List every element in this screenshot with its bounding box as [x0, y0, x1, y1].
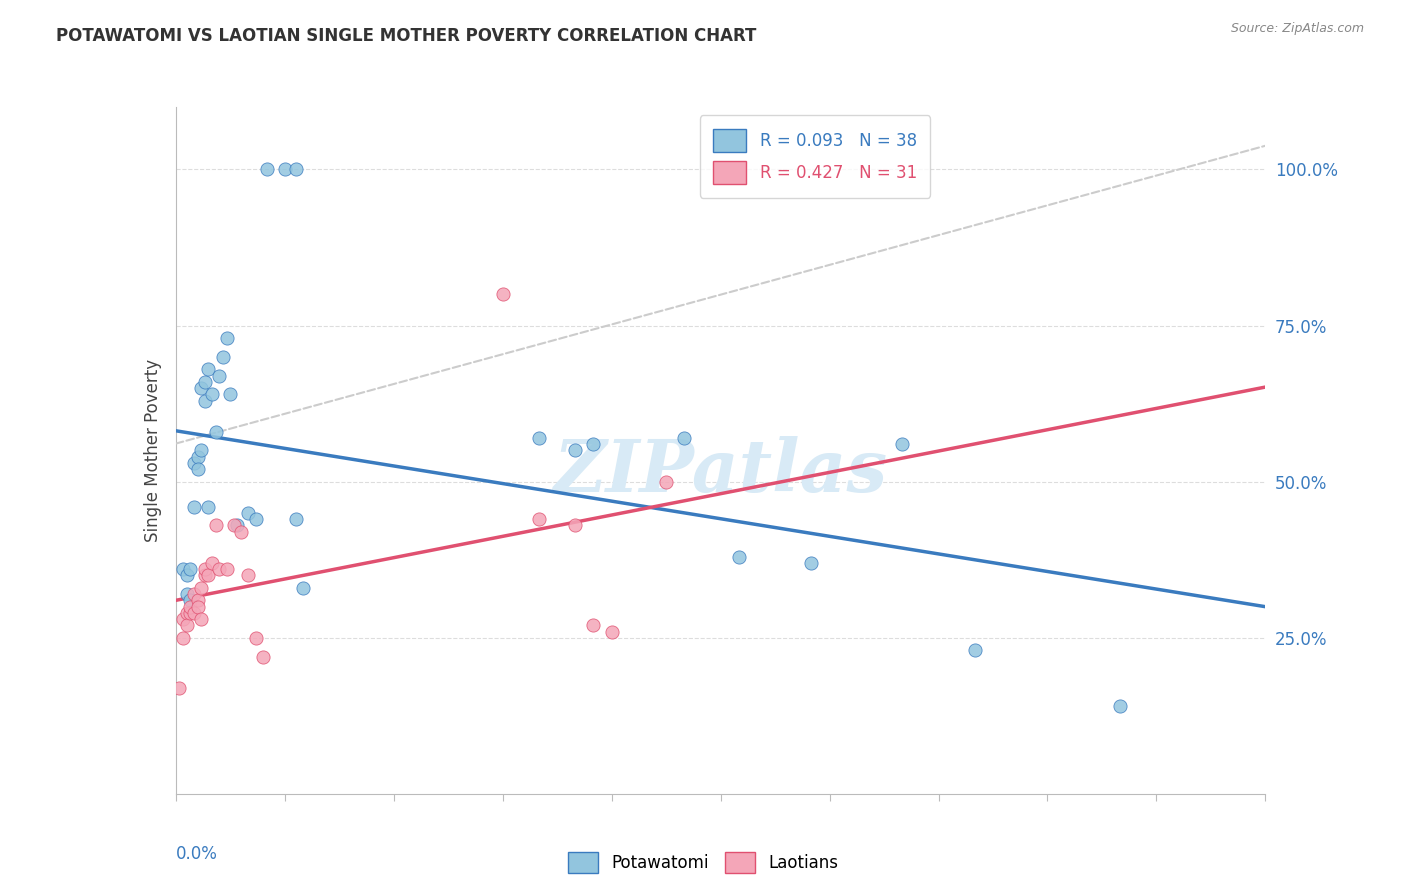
Point	[197, 362, 219, 376]
Point	[183, 606, 205, 620]
Point	[963, 643, 986, 657]
Point	[208, 368, 231, 383]
Point	[179, 599, 201, 614]
Point	[238, 568, 260, 582]
Point	[172, 562, 194, 576]
Point	[215, 562, 238, 576]
Legend: Potawatomi, Laotians: Potawatomi, Laotians	[561, 846, 845, 880]
Point	[183, 456, 205, 470]
Point	[197, 568, 219, 582]
Point	[527, 512, 550, 526]
Y-axis label: Single Mother Poverty: Single Mother Poverty	[143, 359, 162, 542]
Point	[186, 599, 209, 614]
Point	[172, 612, 194, 626]
Point	[245, 631, 267, 645]
Point	[219, 387, 242, 401]
Point	[190, 381, 212, 395]
Point	[201, 556, 224, 570]
Point	[204, 425, 226, 439]
Text: ZIPatlas: ZIPatlas	[554, 435, 887, 507]
Point	[201, 387, 224, 401]
Text: POTAWATOMI VS LAOTIAN SINGLE MOTHER POVERTY CORRELATION CHART: POTAWATOMI VS LAOTIAN SINGLE MOTHER POVE…	[56, 27, 756, 45]
Point	[274, 162, 297, 177]
Point	[197, 500, 219, 514]
Point	[194, 568, 217, 582]
Point	[582, 618, 605, 632]
Point	[284, 512, 307, 526]
Point	[564, 443, 586, 458]
Point	[204, 518, 226, 533]
Point	[186, 450, 209, 464]
Point	[212, 350, 235, 364]
Text: Source: ZipAtlas.com: Source: ZipAtlas.com	[1230, 22, 1364, 36]
Legend: R = 0.093   N = 38, R = 0.427   N = 31: R = 0.093 N = 38, R = 0.427 N = 31	[700, 115, 931, 197]
Point	[194, 562, 217, 576]
Point	[194, 375, 217, 389]
Point	[284, 162, 307, 177]
Point	[238, 506, 260, 520]
Point	[169, 681, 191, 695]
Point	[190, 443, 212, 458]
Point	[564, 518, 586, 533]
Point	[226, 518, 249, 533]
Point	[245, 512, 267, 526]
Point	[176, 568, 198, 582]
Point	[179, 593, 201, 607]
Point	[222, 518, 245, 533]
Point	[655, 475, 678, 489]
Point	[600, 624, 623, 639]
Point	[727, 549, 749, 564]
Point	[492, 287, 515, 301]
Point	[215, 331, 238, 345]
Point	[231, 524, 253, 539]
Text: 0.0%: 0.0%	[176, 846, 218, 863]
Point	[291, 581, 314, 595]
Point	[176, 587, 198, 601]
Point	[252, 649, 274, 664]
Point	[527, 431, 550, 445]
Point	[673, 431, 696, 445]
Point	[190, 612, 212, 626]
Point	[1109, 699, 1132, 714]
Point	[183, 500, 205, 514]
Point	[186, 462, 209, 476]
Point	[172, 631, 194, 645]
Point	[800, 556, 823, 570]
Point	[256, 162, 278, 177]
Point	[208, 562, 231, 576]
Point	[183, 587, 205, 601]
Point	[186, 593, 209, 607]
Point	[179, 562, 201, 576]
Point	[179, 606, 201, 620]
Point	[176, 606, 198, 620]
Point	[176, 618, 198, 632]
Point	[582, 437, 605, 451]
Point	[891, 437, 914, 451]
Point	[194, 393, 217, 408]
Point	[190, 581, 212, 595]
